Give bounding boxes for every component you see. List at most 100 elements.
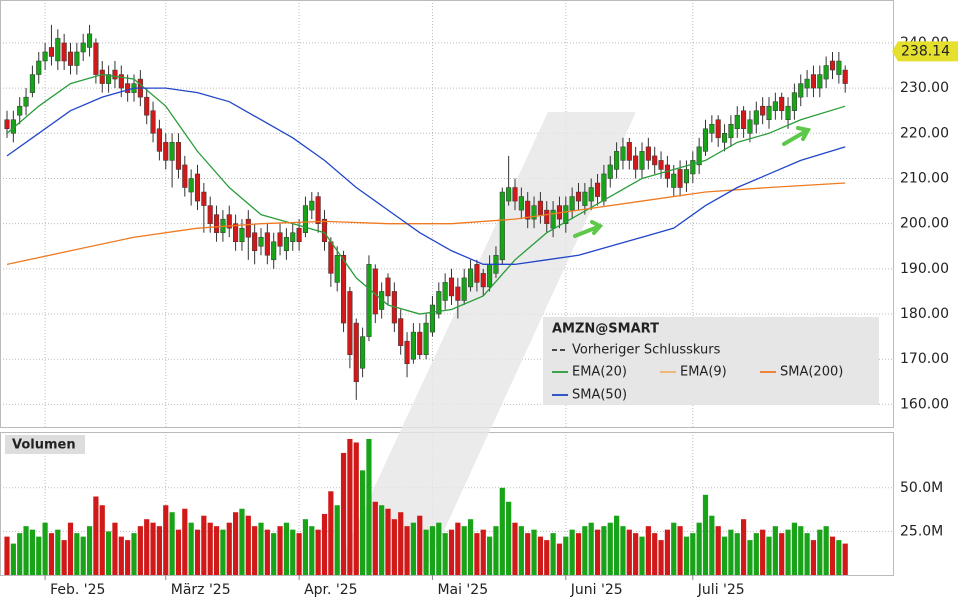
candle-body xyxy=(804,78,810,89)
candle-body xyxy=(614,151,620,170)
volume-bar xyxy=(702,494,709,575)
candle-body xyxy=(48,47,55,57)
volume-bar xyxy=(614,515,620,575)
candle-body xyxy=(163,142,169,161)
legend-label: Vorheriger Schlusskurs xyxy=(572,343,721,358)
volume-bar xyxy=(112,522,118,575)
volume-bar xyxy=(74,533,80,575)
y-tick-label: 170.00 xyxy=(900,351,949,367)
volume-bar xyxy=(607,522,613,575)
candle-body xyxy=(810,74,817,89)
volume-bar xyxy=(810,540,817,575)
candle-body xyxy=(366,264,372,337)
candle-body xyxy=(271,241,277,261)
candle-body xyxy=(474,264,480,283)
volume-bar xyxy=(277,526,283,575)
candle-body xyxy=(67,51,74,66)
volume-bar xyxy=(207,522,213,575)
volume-bar xyxy=(366,438,372,575)
candle-body xyxy=(245,218,251,238)
candle-body xyxy=(468,268,474,288)
volume-bar xyxy=(461,526,467,575)
volume-bar xyxy=(480,529,486,575)
volume-bar xyxy=(531,529,537,575)
volume-bar xyxy=(175,529,182,575)
volume-bar xyxy=(753,533,759,575)
candle-body xyxy=(277,232,283,247)
watermark xyxy=(335,112,636,572)
volume-bar xyxy=(296,533,302,575)
candle-body xyxy=(518,196,524,211)
volume-bar xyxy=(48,533,55,575)
candle-body xyxy=(328,241,334,274)
volume-bar xyxy=(512,522,518,575)
candle-body xyxy=(410,331,416,360)
volume-bar xyxy=(36,536,42,575)
candle-body xyxy=(734,114,740,130)
candle-body xyxy=(226,214,232,229)
volume-bar xyxy=(194,529,201,575)
candle-body xyxy=(194,173,201,202)
volume-bar xyxy=(715,526,721,575)
y-tick-label: 25.0M xyxy=(900,523,943,539)
candle-body xyxy=(93,42,99,75)
volume-bar xyxy=(23,526,29,575)
volume-bar xyxy=(588,522,594,575)
candle-body xyxy=(404,340,410,364)
candle-body xyxy=(575,191,582,202)
candle-body xyxy=(334,255,340,283)
volume-bar xyxy=(17,533,23,575)
volume-bar xyxy=(340,452,347,575)
volume-bar xyxy=(696,522,702,575)
volume-bar xyxy=(633,533,639,575)
volume-bar xyxy=(80,536,86,575)
legend-symbol: AMZN@SMART xyxy=(552,322,659,337)
candle-body xyxy=(690,160,696,175)
volume-bar xyxy=(601,526,607,575)
legend-label: EMA(9) xyxy=(680,365,727,380)
volume-bar xyxy=(156,526,162,575)
candle-body xyxy=(258,236,264,247)
volume-bar xyxy=(645,526,651,575)
y-tick-label: 210.00 xyxy=(900,170,949,186)
candle-body xyxy=(74,51,80,66)
candle-body xyxy=(87,33,93,48)
candle-body xyxy=(169,142,175,161)
volume-bar xyxy=(594,529,601,575)
candle-body xyxy=(201,191,207,206)
volume-bar xyxy=(677,526,683,575)
candle-body xyxy=(125,83,131,93)
candle-body xyxy=(347,291,353,355)
x-tick-label: Juli '25 xyxy=(697,582,745,598)
y-tick-label: 160.00 xyxy=(900,396,949,412)
volume-bar xyxy=(436,522,442,575)
volume-bar xyxy=(334,505,340,575)
volume-bar xyxy=(67,522,74,575)
candle-body xyxy=(785,105,791,120)
volume-bar xyxy=(163,505,169,575)
x-tick-label: Mai '25 xyxy=(437,582,488,598)
candle-body xyxy=(106,74,112,84)
volume-bar xyxy=(182,508,188,575)
candle-body xyxy=(728,124,734,139)
candle-body xyxy=(747,119,753,134)
candle-body xyxy=(296,227,302,242)
candle-body xyxy=(150,110,156,134)
candle-body xyxy=(341,255,347,324)
candle-body xyxy=(658,160,664,170)
volume-bar xyxy=(239,508,245,575)
candle-body xyxy=(283,236,289,252)
candle-body xyxy=(633,155,639,170)
marks xyxy=(4,24,848,575)
volume-bar xyxy=(201,515,207,575)
volume-bar xyxy=(379,505,385,575)
candle-body xyxy=(188,178,194,193)
volume-bar xyxy=(353,442,359,575)
candle-body xyxy=(17,105,23,116)
candle-body xyxy=(798,83,804,98)
volume-bar xyxy=(652,533,658,575)
candle-body xyxy=(677,169,683,188)
candle-body xyxy=(80,42,86,53)
volume-bar xyxy=(93,496,99,575)
volume-title: Volumen xyxy=(12,438,76,453)
